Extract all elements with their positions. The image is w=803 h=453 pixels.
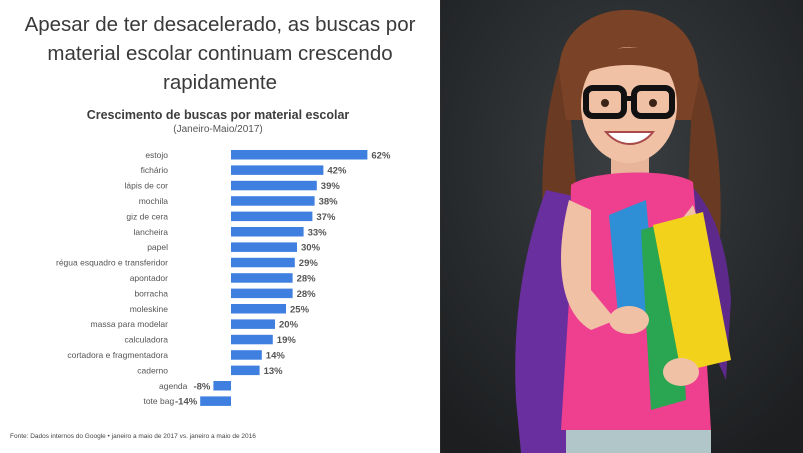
category-label: tote bag [143,396,174,406]
category-label: mochila [139,196,169,206]
bar-11 [231,319,275,329]
bar-5 [231,227,304,237]
category-label: massa para modelar [91,319,169,329]
bar-15 [213,381,231,391]
bar-12 [231,334,273,345]
value-label: -8% [193,381,210,392]
value-label: 39% [321,181,341,192]
value-label: 13% [264,366,284,377]
bar-10 [231,304,286,314]
chart-title: Crescimento de buscas por material escol… [86,108,350,122]
chart-subtitle: (Janeiro-Maio/2017) [173,124,263,135]
category-label: lápis de cor [125,181,169,191]
category-label: borracha [134,288,168,298]
bar-14 [231,365,260,376]
slide-headline: Apesar de ter desacelerado, as buscas po… [24,13,416,94]
value-label: 28% [297,273,317,284]
value-label: 38% [319,196,339,207]
chart-panel: Apesar de ter desacelerado, as buscas po… [10,13,416,440]
photo-girl-with-books [441,0,803,453]
bar-6 [231,242,297,252]
value-label: 29% [299,258,319,269]
category-label: calculadora [125,335,169,345]
category-label: giz de cera [126,211,168,221]
bar-7 [231,257,295,268]
category-label: lancheira [134,227,169,237]
category-label: agenda [159,381,188,391]
category-label: fichário [141,165,169,175]
value-label: 62% [371,150,391,161]
category-label: caderno [137,365,168,375]
value-label: 19% [277,335,297,346]
bar-2 [231,180,317,191]
bar-16 [200,396,231,406]
category-label: régua esquadro e transferidor [56,258,168,268]
bar-13 [231,350,262,360]
category-label: cortadora e fragmentadora [67,350,168,360]
panel-divider [440,0,441,453]
value-label: 14% [266,350,286,361]
value-label: 37% [316,212,336,223]
category-label: papel [147,242,168,252]
source-footnote: Fonte: Dados internos do Google • janeir… [10,433,256,440]
value-label: 33% [308,227,328,238]
category-label: estojo [145,150,168,160]
bar-1 [231,165,324,175]
bar-8 [231,273,293,283]
bar-chart: estojo 62% fichário 42% lápis de cor 39% mochi… [56,150,391,408]
bar-3 [231,196,315,206]
value-label: -14% [175,397,198,408]
value-label: 30% [301,243,321,254]
bar-0 [231,150,368,160]
girl-with-books-icon [441,0,803,453]
value-label: 42% [327,166,347,177]
value-label: 28% [297,289,317,300]
bar-9 [231,288,293,299]
bar-4 [231,211,313,222]
value-label: 20% [279,320,299,331]
category-label: moleskine [130,304,169,314]
category-label: apontador [130,273,168,283]
value-label: 25% [290,304,310,315]
